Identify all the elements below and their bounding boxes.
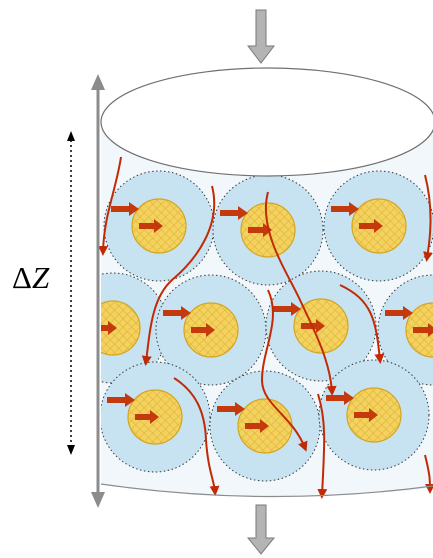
inlet-flow-arrow — [246, 9, 276, 64]
flow-streamline — [173, 377, 220, 496]
mass-transfer-arrow-icon — [326, 391, 354, 405]
diffusion-arrow-icon — [191, 323, 215, 337]
mass-transfer-arrow-icon — [331, 202, 359, 216]
diffusion-arrow-icon — [139, 219, 163, 233]
particle-core — [101, 300, 141, 356]
mass-transfer-arrow-icon — [163, 306, 191, 320]
flow-streamline — [98, 156, 122, 256]
diffusion-arrow-icon — [248, 223, 272, 237]
particle — [318, 359, 430, 471]
particle — [209, 370, 321, 482]
diffusion-arrow-icon — [101, 321, 117, 335]
mass-transfer-arrow-icon — [273, 302, 301, 316]
delta-symbol: Δ — [12, 260, 32, 295]
column-bottom-edge — [100, 483, 433, 498]
particle — [103, 170, 215, 282]
column-top — [100, 67, 433, 177]
mass-transfer-arrow-icon — [107, 393, 135, 407]
flow-streamline — [423, 174, 433, 262]
diffusion-arrow-icon — [135, 410, 159, 424]
height-dimension-arrow — [67, 131, 75, 455]
column-axis-arrow — [91, 74, 105, 508]
particle — [323, 170, 433, 282]
mass-transfer-arrow-icon — [217, 402, 245, 416]
diffusion-arrow-icon — [245, 419, 269, 433]
mass-transfer-arrow-icon — [65, 304, 93, 318]
particle — [101, 361, 211, 473]
mass-transfer-arrow-icon — [385, 306, 413, 320]
particle-layer — [65, 170, 433, 482]
flow-streamline — [141, 185, 216, 366]
flow-streamline — [317, 393, 328, 499]
flow-streamline — [260, 289, 308, 452]
diffusion-arrow-icon — [413, 323, 433, 337]
mass-transfer-arrow-icon — [220, 206, 248, 220]
mass-transfer-arrow-icon — [111, 202, 139, 216]
height-label: ΔZ — [12, 262, 49, 293]
flow-streamlines — [98, 156, 433, 499]
particle — [265, 270, 377, 382]
flow-streamline — [264, 191, 337, 396]
diffusion-arrow-icon — [354, 408, 378, 422]
diffusion-arrow-icon — [359, 219, 383, 233]
flow-streamline — [424, 454, 433, 494]
outlet-flow-arrow — [246, 504, 276, 555]
particle — [377, 274, 433, 386]
flow-streamline — [339, 284, 385, 364]
height-variable: Z — [31, 260, 50, 295]
